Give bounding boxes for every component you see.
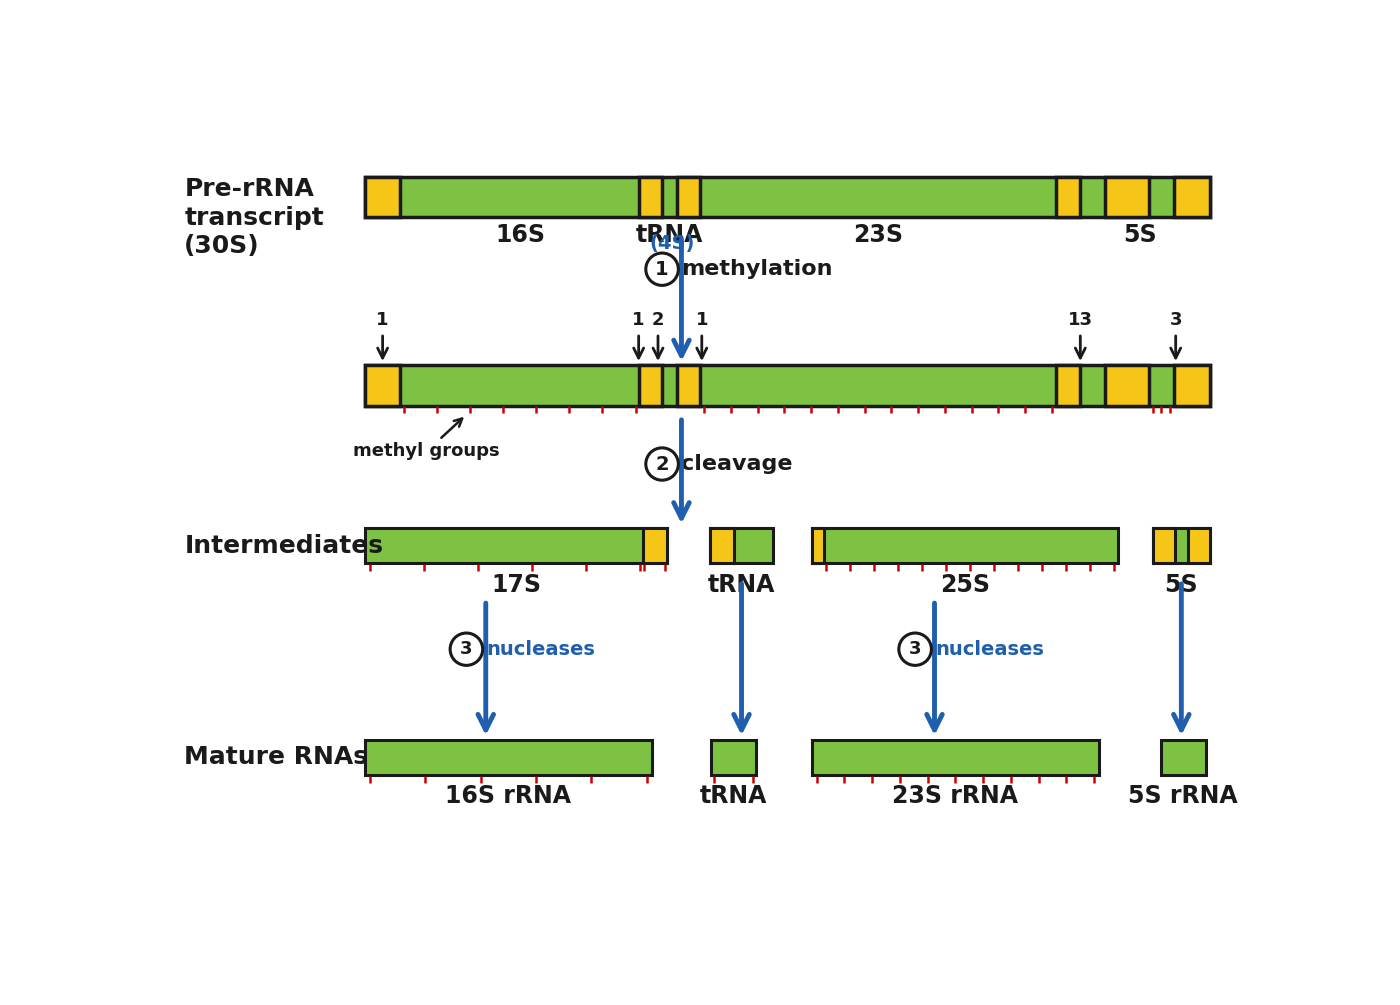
Text: 17S: 17S	[491, 573, 540, 597]
Bar	[1154, 528, 1175, 564]
Bar	[1056, 177, 1079, 217]
Text: tRNA: tRNA	[700, 784, 767, 808]
Text: methyl groups: methyl groups	[353, 418, 500, 460]
Bar	[1056, 366, 1079, 405]
Text: 13: 13	[1068, 311, 1093, 329]
Text: tRNA: tRNA	[636, 223, 704, 247]
Bar	[710, 528, 773, 564]
Text: Intermediates: Intermediates	[185, 534, 384, 558]
Bar	[812, 740, 1099, 775]
Circle shape	[899, 633, 931, 665]
Bar	[1175, 177, 1210, 217]
Bar	[1105, 177, 1149, 217]
Text: 1: 1	[655, 259, 669, 278]
Bar	[643, 528, 668, 564]
Text: cleavage: cleavage	[682, 454, 792, 474]
Bar	[365, 740, 651, 775]
Bar	[1189, 528, 1210, 564]
Bar	[1161, 740, 1205, 775]
Text: nucleases: nucleases	[935, 640, 1044, 658]
Text: 3: 3	[909, 640, 921, 658]
Text: Pre-rRNA
transcript
(30S): Pre-rRNA transcript (30S)	[185, 177, 323, 258]
Text: 16S rRNA: 16S rRNA	[445, 784, 571, 808]
Text: 2: 2	[652, 311, 664, 329]
Text: Mature RNAs: Mature RNAs	[185, 746, 368, 770]
Text: 25S: 25S	[941, 573, 990, 597]
Text: 1: 1	[377, 311, 389, 329]
Text: 2: 2	[655, 454, 669, 473]
Bar	[1105, 366, 1149, 405]
Bar	[365, 366, 1210, 405]
Bar	[365, 177, 400, 217]
Bar	[710, 528, 734, 564]
Bar	[365, 528, 668, 564]
Text: 5S: 5S	[1123, 223, 1156, 247]
Text: 1: 1	[696, 311, 708, 329]
Text: 1: 1	[633, 311, 645, 329]
Text: 5S: 5S	[1165, 573, 1198, 597]
Text: 5S rRNA: 5S rRNA	[1128, 784, 1238, 808]
Text: 16S: 16S	[494, 223, 545, 247]
Bar	[711, 740, 756, 775]
Text: (4S): (4S)	[650, 234, 694, 253]
Bar	[678, 177, 700, 217]
Bar	[640, 366, 662, 405]
Circle shape	[451, 633, 483, 665]
Bar	[365, 366, 400, 405]
Bar	[812, 528, 1119, 564]
Bar	[640, 177, 662, 217]
Bar	[1175, 366, 1210, 405]
Text: methylation: methylation	[682, 259, 833, 279]
Bar	[678, 366, 700, 405]
Circle shape	[645, 253, 679, 285]
Text: 3: 3	[461, 640, 473, 658]
Text: nucleases: nucleases	[487, 640, 595, 658]
Text: 23S rRNA: 23S rRNA	[892, 784, 1018, 808]
Bar	[1154, 528, 1210, 564]
Bar	[365, 177, 1210, 217]
Circle shape	[645, 448, 679, 480]
Text: 3: 3	[1169, 311, 1182, 329]
Text: 23S: 23S	[853, 223, 903, 247]
Bar	[812, 528, 825, 564]
Text: tRNA: tRNA	[708, 573, 776, 597]
